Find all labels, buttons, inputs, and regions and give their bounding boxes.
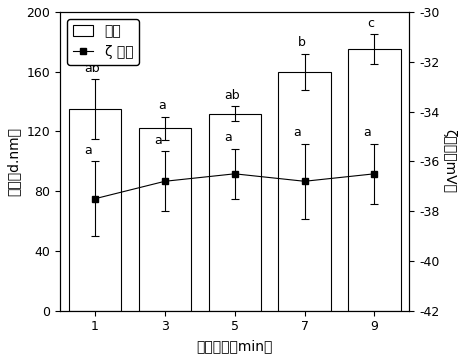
Text: a: a [154,134,162,147]
Bar [348,49,400,311]
Text: a: a [158,99,166,112]
Text: ab: ab [85,62,100,75]
Text: a: a [294,126,301,139]
Text: a: a [224,131,232,144]
Bar [138,129,191,311]
Text: c: c [367,17,375,30]
Legend: 粒径, ζ 电势: 粒径, ζ 电势 [67,19,139,65]
X-axis label: 均质时间（min）: 均质时间（min） [196,339,273,353]
Y-axis label: ζ电势（mV）: ζ电势（mV） [442,129,456,193]
Text: a: a [363,126,371,139]
Y-axis label: 粒径（d.nm）: 粒径（d.nm） [7,127,21,196]
Text: b: b [298,36,306,49]
Text: ab: ab [224,89,240,102]
Bar [69,109,121,311]
Bar [208,113,261,311]
Text: a: a [84,144,92,157]
Bar [278,72,331,311]
